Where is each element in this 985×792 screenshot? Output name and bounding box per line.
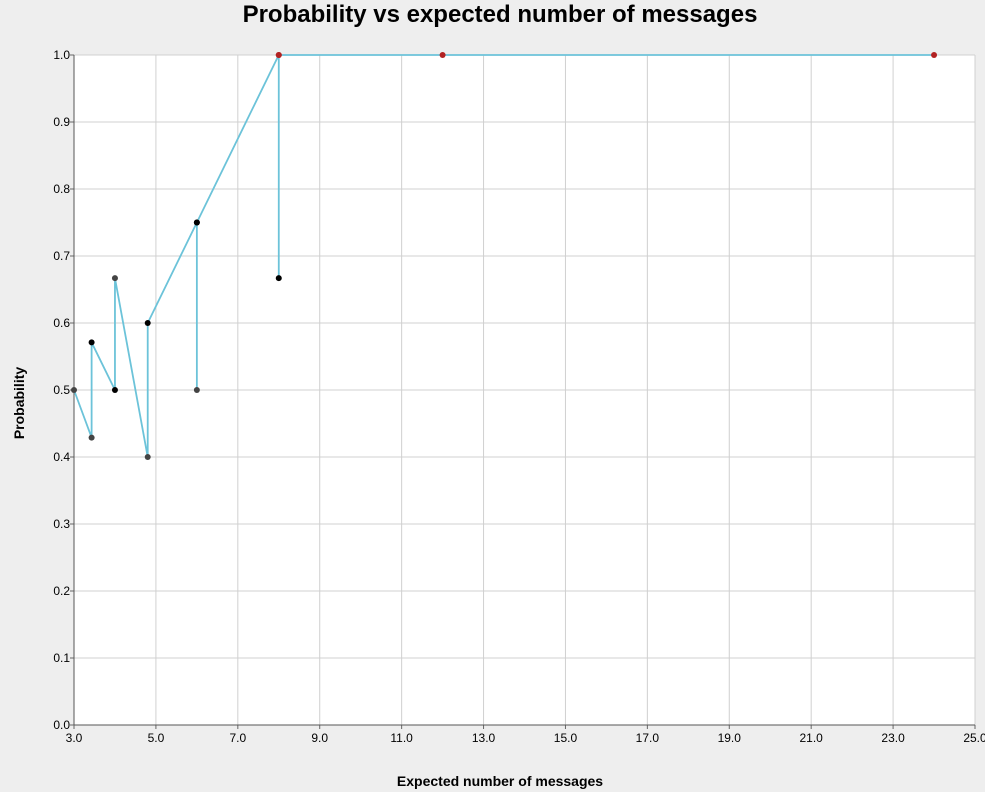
data-point <box>193 387 200 393</box>
data-point <box>71 387 77 393</box>
y-tick-label: 0.4 <box>53 450 70 464</box>
x-tick-label: 7.0 <box>229 731 246 745</box>
chart-title: Probability vs expected number of messag… <box>242 1 758 28</box>
y-tick-label: 0.7 <box>53 249 70 263</box>
y-tick-label: 0.1 <box>53 651 70 665</box>
y-tick-label: 0.3 <box>53 517 70 531</box>
x-tick-label: 19.0 <box>718 731 742 745</box>
y-axis-label: Probability <box>11 366 27 440</box>
y-tick-label: 0.6 <box>53 316 70 330</box>
x-tick-label: 17.0 <box>636 731 660 745</box>
y-tick-label: 1.0 <box>53 48 70 62</box>
data-point <box>275 275 282 282</box>
x-tick-label: 21.0 <box>800 731 824 745</box>
x-tick-label: 9.0 <box>311 731 328 745</box>
x-tick-label: 3.0 <box>66 731 83 745</box>
data-points <box>71 52 938 460</box>
x-tick-label: 13.0 <box>472 731 496 745</box>
data-point <box>931 52 938 58</box>
data-point <box>144 320 151 326</box>
data-point <box>275 52 282 58</box>
x-axis-label: Expected number of messages <box>396 773 604 789</box>
data-point <box>439 52 446 58</box>
y-tick-label: 0.9 <box>53 115 70 129</box>
y-tick-label: 0.0 <box>53 718 70 732</box>
x-tick-label: 25.0 <box>963 731 985 745</box>
data-point <box>144 454 151 460</box>
y-tick-label: 0.8 <box>53 182 70 196</box>
y-tick-label: 0.2 <box>53 584 70 598</box>
x-tick-label: 5.0 <box>148 731 165 745</box>
x-tick-label: 23.0 <box>881 731 905 745</box>
data-point <box>88 434 95 441</box>
data-point <box>193 219 200 226</box>
y-tick-label: 0.5 <box>53 383 70 397</box>
x-tick-label: 15.0 <box>554 731 578 745</box>
x-tick-label: 11.0 <box>390 731 413 745</box>
data-point <box>88 339 95 346</box>
data-point <box>111 275 118 282</box>
data-point <box>111 387 118 393</box>
tick-labels: 3.0 5.0 7.0 9.0 11.0 13.0 15.0 17.0 19.0 21.0 23.0… <box>53 48 985 745</box>
